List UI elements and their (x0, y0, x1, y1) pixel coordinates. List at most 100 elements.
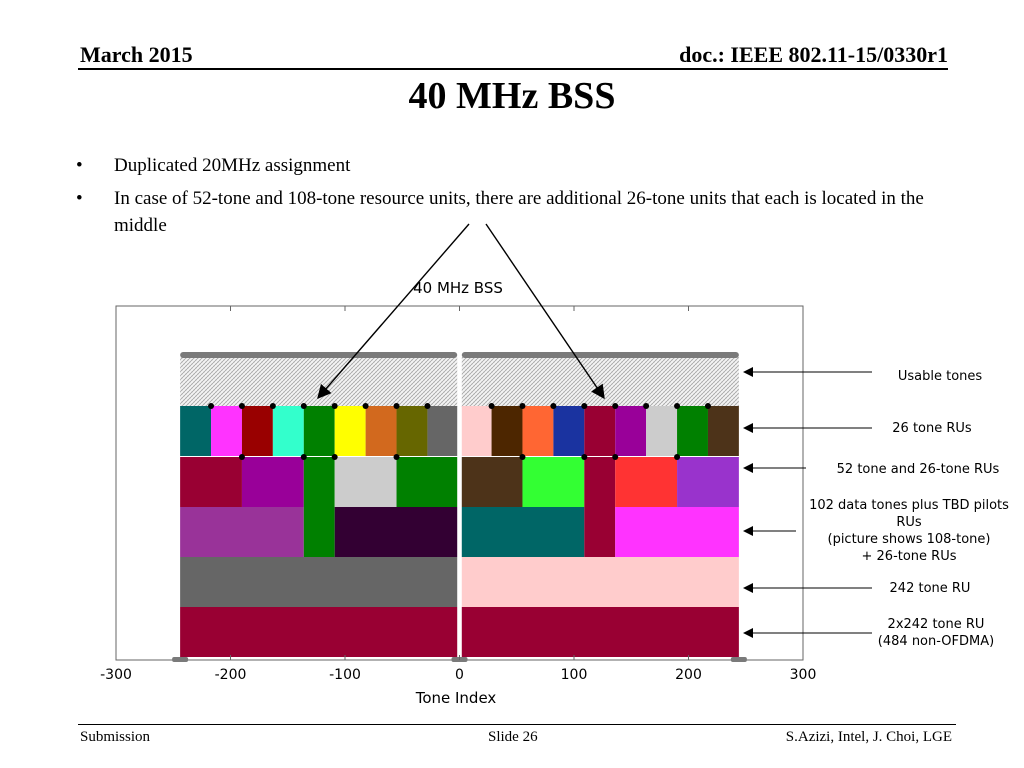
usable-band (180, 352, 458, 358)
edge-marker (730, 657, 747, 662)
x-tick-label: 0 (455, 667, 464, 683)
label-line: RUs (896, 515, 922, 530)
ru-block (461, 406, 492, 456)
ru-boundary-dot (519, 454, 526, 460)
ru-block (491, 406, 523, 456)
ru-block (707, 406, 739, 456)
ru-block (461, 607, 739, 657)
label-text: 242 tone RU (889, 581, 971, 596)
ru-boundary-dot (331, 454, 338, 460)
x-tick-label: -100 (329, 667, 361, 683)
header-doc-id: doc.: IEEE 802.11-15/0330r1 (679, 42, 948, 67)
footer-submission: Submission (80, 729, 151, 745)
usable-band (461, 352, 739, 358)
ru-block (334, 406, 366, 456)
ru-block (180, 507, 304, 557)
ru-block (615, 507, 739, 557)
ru-block (522, 406, 554, 456)
ru-block (303, 507, 335, 557)
ru-block (180, 607, 458, 657)
bullet-dot: • (76, 188, 83, 209)
ru-block (180, 357, 458, 407)
label-484-tone-ru: 2x242 tone RU (484 non-OFDMA) (862, 616, 1010, 650)
x-tick-label: -300 (100, 667, 132, 683)
label-242-tone-ru: 242 tone RU (872, 580, 988, 597)
chart-title: 40 MHz BSS (413, 279, 503, 297)
callout-arrow-right (485, 223, 605, 400)
bullet-item: • In case of 52-tone and 108-tone resourc… (76, 185, 976, 239)
ru-block (396, 457, 458, 507)
ru-block (461, 457, 523, 507)
ru-boundary-dot (643, 403, 650, 409)
bullet-text: Duplicated 20MHz assignment (114, 155, 351, 176)
ru-block (396, 406, 428, 456)
label-52-tone-rus: 52 tone and 26-tone RUs (818, 461, 1018, 478)
ru-block (427, 406, 458, 456)
ru-block (615, 406, 647, 456)
ru-boundary-dot (238, 454, 245, 460)
ru-block (365, 406, 397, 456)
label-102-tone-rus: 102 data tones plus TBD pilots RUs (pict… (796, 497, 1022, 565)
callout-arrow-left (317, 223, 470, 400)
ru-boundary-dot (331, 403, 338, 409)
ru-block (615, 457, 678, 507)
ru-block (241, 406, 273, 456)
label-26-tone-rus: 26 tone RUs (872, 420, 992, 437)
ru-boundary-dot (488, 403, 495, 409)
x-tick-label: 200 (675, 667, 702, 683)
x-tick-label: -200 (215, 667, 247, 683)
ru-boundary-dot (674, 454, 681, 460)
ru-block (303, 457, 335, 507)
ru-block (334, 457, 397, 507)
ru-boundary-dot (300, 454, 307, 460)
bullet-text: In case of 52-tone and 108-tone resource… (114, 188, 924, 236)
x-axis-label: Tone Index (415, 689, 497, 707)
ru-block (180, 457, 242, 507)
ru-boundary-dot (581, 454, 588, 460)
label-line: (484 non-OFDMA) (877, 634, 995, 649)
ru-boundary-dot (704, 403, 711, 409)
ru-boundary-dot (550, 403, 557, 409)
ru-block (584, 457, 616, 507)
ru-boundary-dot (238, 403, 245, 409)
label-usable-tones: Usable tones (880, 368, 1000, 385)
x-tick-label: 100 (561, 667, 588, 683)
ru-block (677, 457, 739, 507)
ru-block (180, 406, 212, 456)
ru-block (272, 406, 304, 456)
ru-boundary-dot (612, 403, 619, 409)
label-line: + 26-tone RUs (861, 549, 957, 564)
ru-block (522, 457, 585, 507)
label-line: (picture shows 108-tone) (827, 532, 991, 547)
header-date: March 2015 (80, 42, 193, 67)
ru-block (334, 507, 458, 557)
ru-boundary-dot (581, 403, 588, 409)
ru-boundary-dot (208, 403, 215, 409)
edge-marker (172, 657, 189, 662)
label-text: 26 tone RUs (892, 421, 972, 436)
bullet-item: • Duplicated 20MHz assignment (76, 152, 976, 179)
ru-boundary-dot (424, 403, 431, 409)
label-line: 2x242 tone RU (887, 617, 985, 632)
bullet-dot: • (76, 155, 83, 176)
label-text: Usable tones (897, 369, 983, 384)
bullet-list: • Duplicated 20MHz assignment • In case of… (76, 152, 976, 245)
ru-block (461, 507, 585, 557)
slide-title: 40 MHz BSS (408, 75, 616, 117)
ru-boundary-dot (269, 403, 276, 409)
ru-block (211, 406, 242, 456)
ru-block (553, 406, 585, 456)
ru-block (584, 406, 616, 456)
ru-block (584, 507, 616, 557)
ru-block (241, 457, 304, 507)
footer-authors: S.Azizi, Intel, J. Choi, LGE (785, 729, 952, 745)
ru-boundary-dot (300, 403, 307, 409)
ru-block (646, 406, 678, 456)
ru-block (461, 357, 739, 407)
ru-boundary-dot (393, 403, 400, 409)
footer-slide-number: Slide 26 (488, 729, 538, 745)
ru-boundary-dot (674, 403, 681, 409)
label-text: 52 tone and 26-tone RUs (836, 462, 1000, 477)
ru-boundary-dot (612, 454, 619, 460)
